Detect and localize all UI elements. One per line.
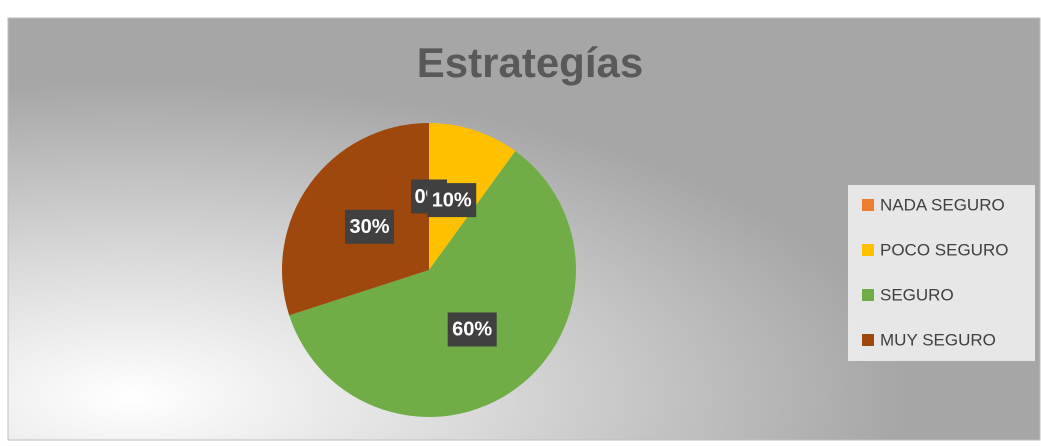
data-label-box [427, 183, 477, 218]
legend-label: MUY SEGURO [880, 330, 996, 349]
pie-slice [289, 151, 576, 418]
legend-label: POCO SEGURO [880, 240, 1008, 259]
legend-swatch [862, 289, 874, 301]
data-label-box [447, 312, 497, 347]
legend [848, 185, 1035, 361]
legend-swatch [862, 244, 874, 256]
legend-swatch [862, 199, 874, 211]
chart-title: Estrategías [417, 39, 643, 86]
legend-label: NADA SEGURO [880, 195, 1005, 214]
data-label: 10% [432, 189, 472, 211]
legend-label: SEGURO [880, 285, 954, 304]
data-label-box [345, 209, 395, 244]
data-label: 60% [452, 319, 492, 341]
legend-swatch [862, 334, 874, 346]
data-label: 30% [350, 216, 390, 238]
